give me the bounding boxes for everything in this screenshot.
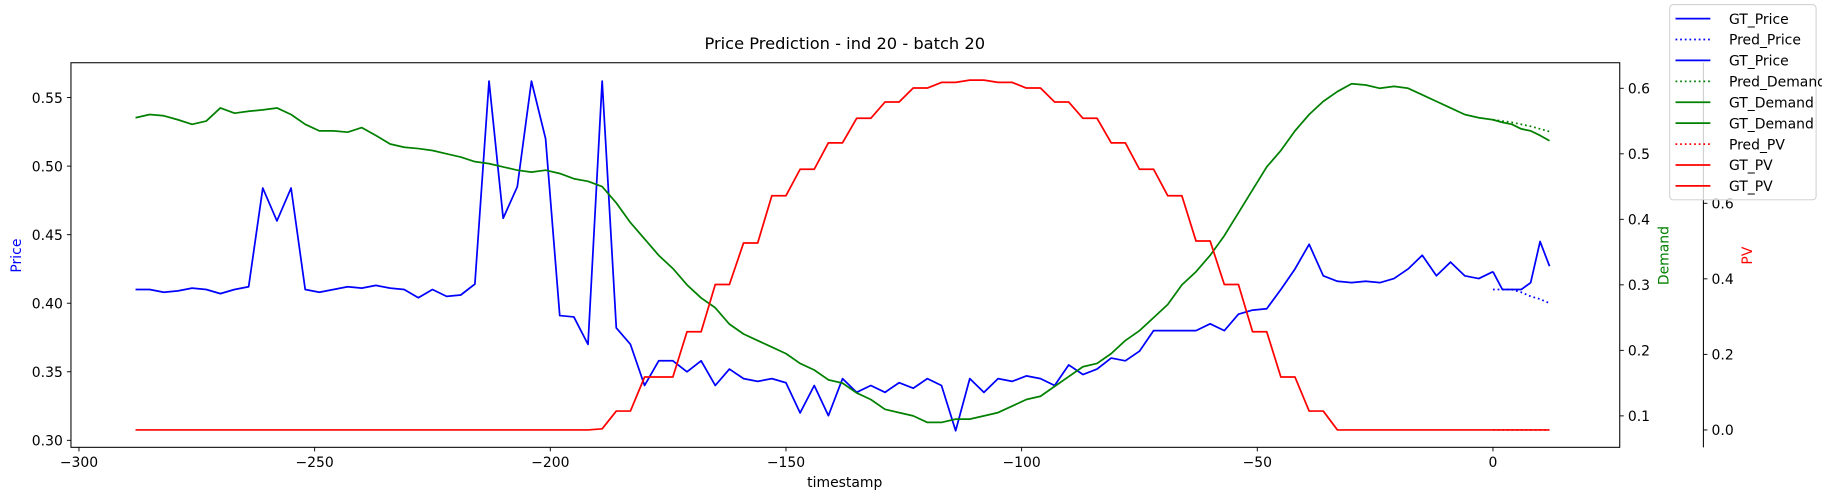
- legend-label: GT_Price: [1729, 54, 1789, 70]
- x-tick-label: −100: [1002, 455, 1040, 471]
- legend-label: Pred_Demand: [1729, 75, 1822, 91]
- y-tick-label: 0.45: [32, 228, 63, 244]
- y-tick-label: 0.35: [32, 365, 63, 381]
- legend-frame: [1669, 4, 1817, 201]
- plot-frame: [70, 62, 1621, 448]
- series-line: [1492, 118, 1550, 142]
- chart-title: Price Prediction - ind 20 - batch 20: [704, 34, 985, 53]
- y2-axis-label: Demand: [1657, 226, 1673, 285]
- legend-label: Pred_PV: [1729, 137, 1785, 153]
- series-line: [1492, 118, 1550, 133]
- y3-tick-label: 0.6: [1712, 197, 1734, 213]
- legend-label: GT_Demand: [1729, 116, 1814, 132]
- y2-tick-label: 0.1: [1628, 409, 1650, 425]
- y-tick-label: 0.30: [32, 434, 63, 450]
- y2-tick-label: 0.5: [1628, 147, 1650, 163]
- legend-label: Pred_Price: [1729, 33, 1801, 49]
- x-axis-label: timestamp: [807, 475, 882, 491]
- y-tick-label: 0.55: [32, 91, 63, 107]
- x-tick-label: −50: [1243, 455, 1272, 471]
- y2-tick-label: 0.3: [1628, 278, 1650, 294]
- y2-tick-label: 0.2: [1628, 344, 1650, 360]
- legend-label: GT_Price: [1729, 12, 1789, 28]
- y3-tick-label: 0.4: [1712, 272, 1734, 288]
- series-line: [1492, 240, 1551, 291]
- x-tick-label: −250: [296, 455, 334, 471]
- y-axis-label: Price: [9, 239, 25, 273]
- x-tick-label: 0: [1489, 455, 1498, 471]
- series-line: [135, 79, 1493, 431]
- legend-label: GT_Demand: [1729, 95, 1814, 111]
- series-line: [135, 82, 1494, 424]
- legend: GT_Price Pred_Price GT_Price Pred_Demand GT_…: [1669, 4, 1822, 201]
- y2-tick-label: 0.4: [1628, 213, 1650, 229]
- x-tick-label: −300: [60, 455, 98, 471]
- y-tick-label: 0.40: [32, 296, 63, 312]
- y-tick-label: 0.50: [32, 159, 63, 175]
- y3-axis-label: PV: [1740, 246, 1756, 264]
- x-tick-label: −150: [767, 455, 805, 471]
- legend-label: GT_PV: [1729, 179, 1773, 195]
- y3-tick-label: 0.0: [1712, 423, 1734, 439]
- series-line: [135, 80, 1494, 432]
- y2-tick-label: 0.6: [1628, 82, 1650, 98]
- legend-label: GT_PV: [1729, 158, 1773, 174]
- x-tick-label: −200: [531, 455, 569, 471]
- y3-tick-label: 0.2: [1712, 348, 1734, 364]
